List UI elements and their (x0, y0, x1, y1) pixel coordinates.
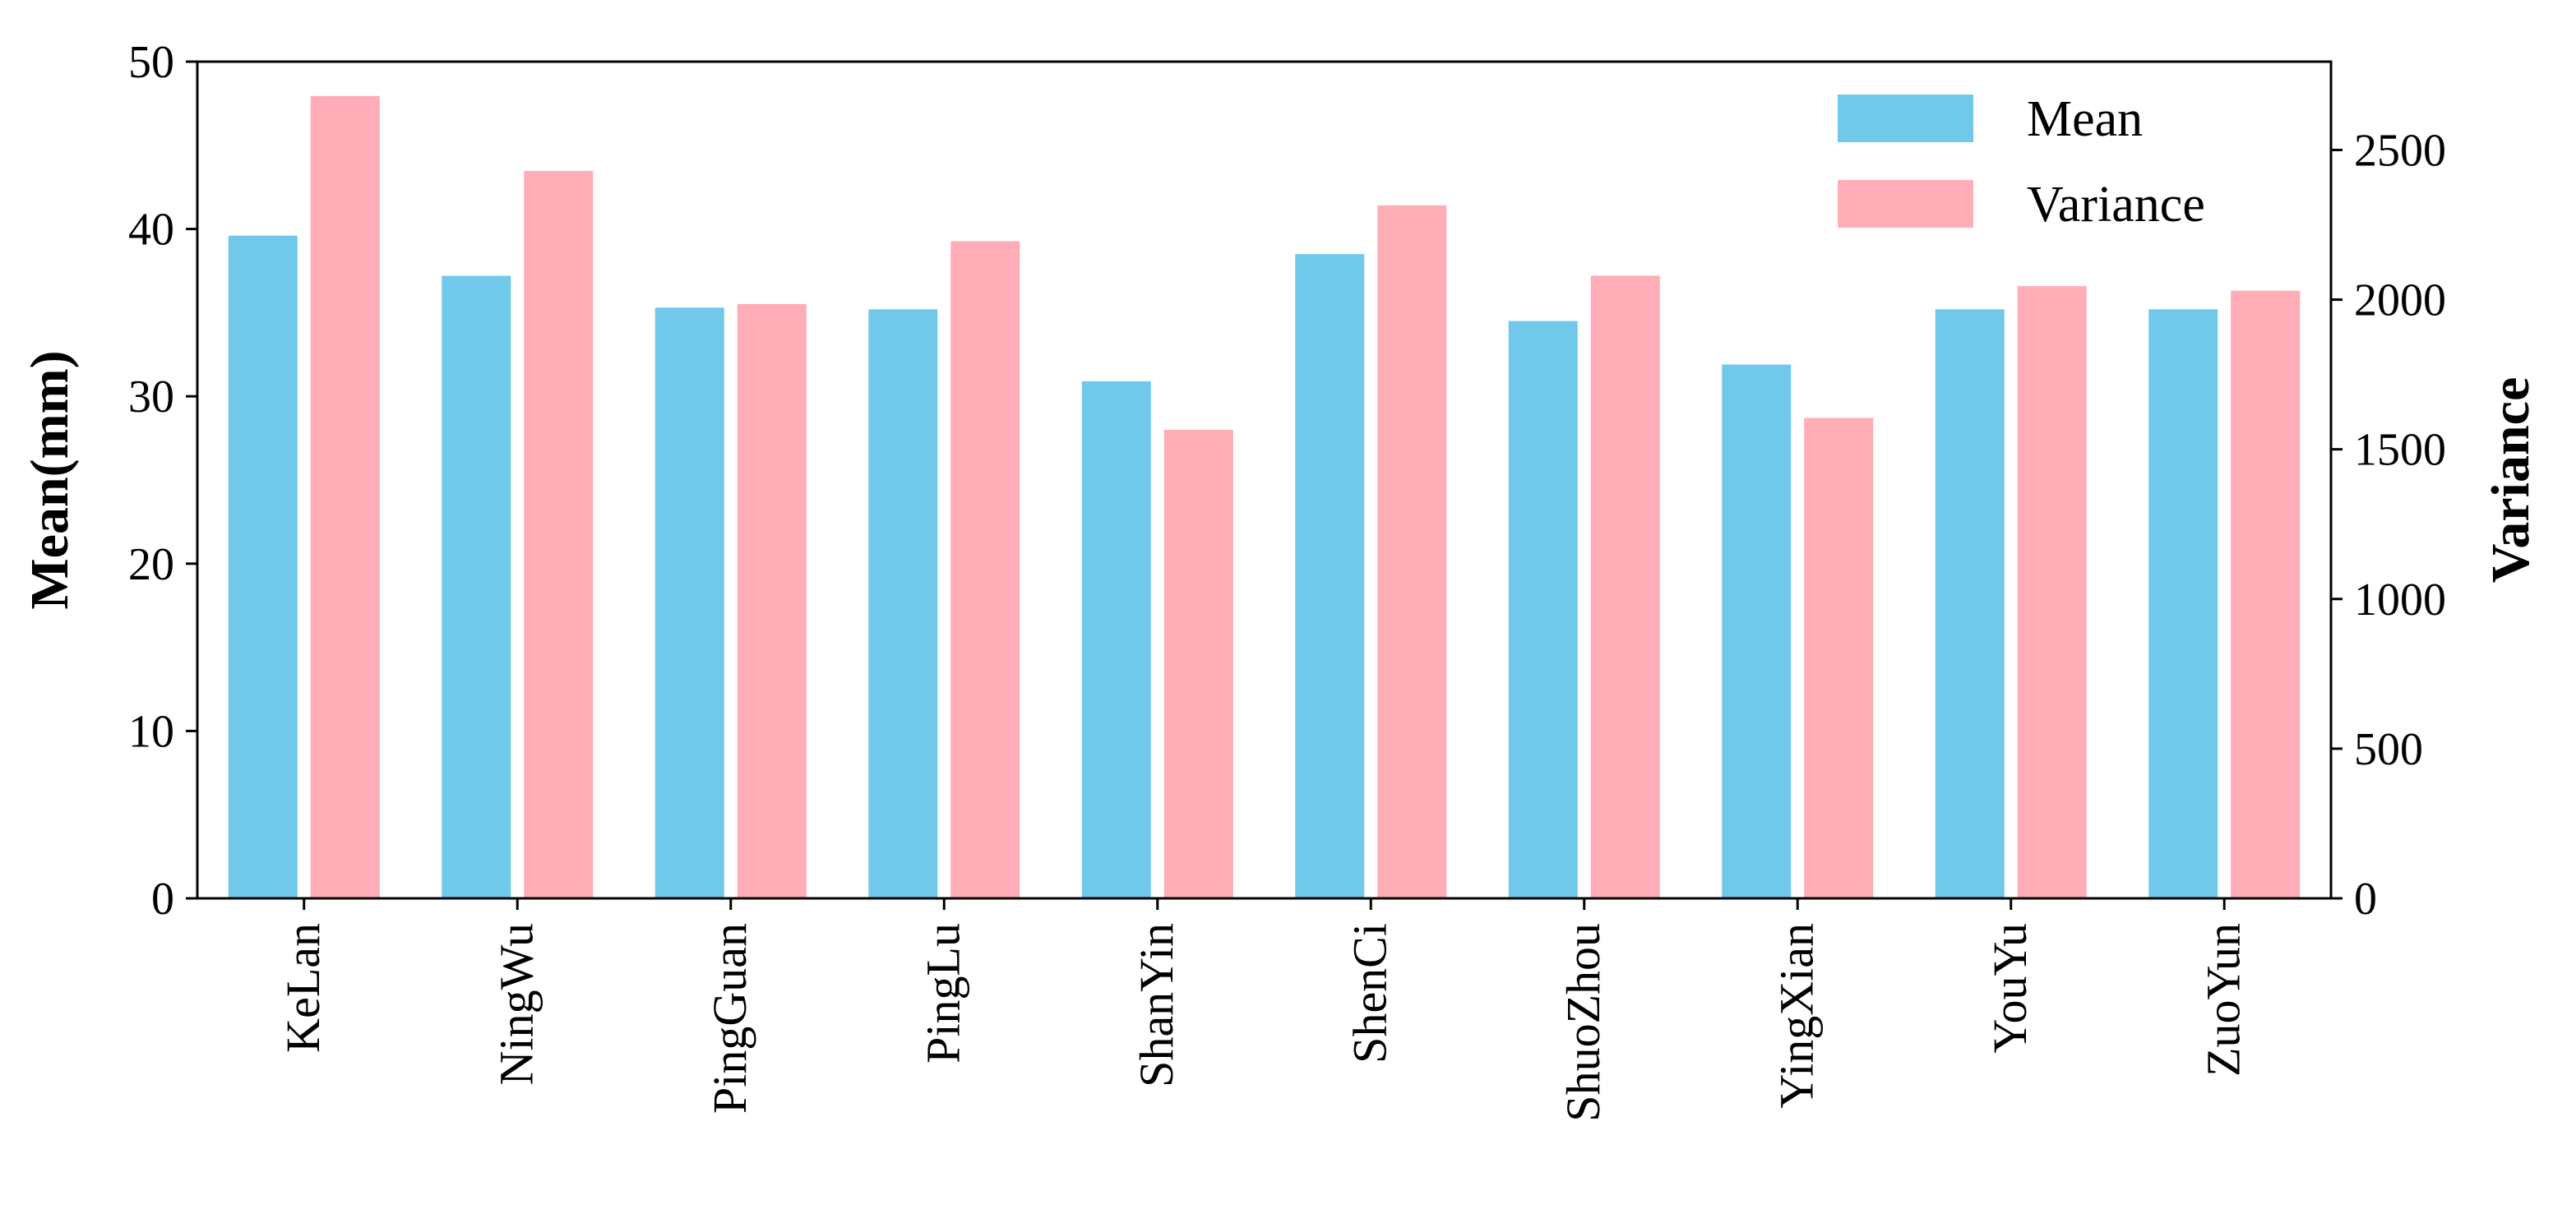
bar-mean-YingXian (1722, 364, 1792, 898)
bar-variance-YingXian (1804, 418, 1874, 899)
legend-swatch-mean (1838, 95, 1973, 142)
category-label: ShanYin (1130, 923, 1183, 1087)
legend-label-mean: Mean (2027, 91, 2143, 147)
bar-mean-YouYu (1935, 309, 2005, 898)
right-tick-label: 2000 (2354, 275, 2446, 326)
right-tick-label: 1500 (2354, 425, 2446, 476)
bar-variance-YouYu (2017, 286, 2087, 898)
plot-frame (196, 60, 2333, 900)
bar-variance-NingWu (524, 170, 594, 898)
right-tick-label: 1000 (2354, 575, 2446, 625)
bar-mean-ShenCi (1295, 254, 1365, 898)
bar-mean-NingWu (442, 275, 511, 898)
bar-variance-ShanYin (1163, 429, 1233, 898)
category-label: ShenCi (1343, 923, 1396, 1064)
bar-mean-ShanYin (1081, 381, 1151, 899)
left-tick-label: 0 (151, 874, 174, 925)
bar-variance-ShenCi (1377, 205, 1447, 898)
bar-mean-ShuoZhou (1508, 321, 1578, 899)
category-label: PingGuan (703, 923, 756, 1114)
category-label: PingLu (916, 923, 969, 1064)
bar-mean-KeLan (228, 235, 298, 898)
x-axis: KeLan NingWu PingGuan PingLu ShanYin ShenCi Sh… (276, 898, 2250, 1122)
bar-variance-PingLu (950, 241, 1020, 898)
left-tick-label: 20 (128, 539, 174, 590)
category-label: NingWu (489, 923, 543, 1085)
legend: Mean Variance (1838, 91, 2205, 233)
right-tick-label: 500 (2354, 724, 2423, 775)
left-axis: 0 10 20 30 40 50 (128, 37, 197, 925)
category-label: ShuoZhou (1556, 923, 1610, 1122)
bars-layer (228, 95, 2301, 899)
legend-label-variance: Variance (2027, 177, 2205, 233)
right-tick-label: 2500 (2354, 125, 2446, 176)
category-label: YingXian (1769, 923, 1823, 1109)
bar-mean-ZuoYun (2148, 309, 2218, 898)
category-label: KeLan (276, 923, 330, 1053)
bar-variance-KeLan (310, 95, 380, 899)
bar-variance-ShuoZhou (1590, 275, 1660, 899)
category-label: ZuoYun (2196, 923, 2250, 1077)
right-axis: 0 500 1000 1500 2000 2500 (2331, 125, 2446, 925)
bar-mean-PingLu (868, 309, 938, 898)
legend-swatch-variance (1838, 180, 1973, 228)
left-axis-title: Mean(mm) (20, 350, 80, 609)
left-tick-label: 30 (128, 372, 174, 422)
right-tick-label: 0 (2354, 874, 2377, 925)
right-axis-title: Variance (2481, 377, 2541, 584)
left-tick-label: 50 (128, 37, 174, 88)
bar-mean-PingGuan (654, 307, 724, 898)
left-tick-label: 40 (128, 205, 174, 256)
bar-variance-ZuoYun (2231, 290, 2301, 898)
left-tick-label: 10 (128, 706, 174, 757)
category-label: YouYu (1983, 923, 2037, 1054)
bar-variance-PingGuan (737, 304, 807, 899)
